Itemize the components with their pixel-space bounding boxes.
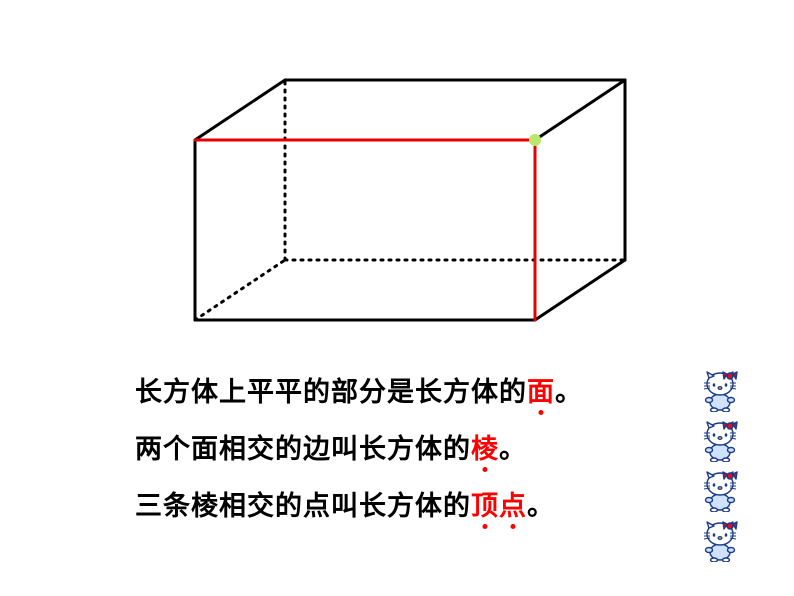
emphasis-dot bbox=[483, 467, 488, 472]
cuboid-edge bbox=[195, 80, 285, 140]
caption-keyword: 顶点 bbox=[471, 484, 527, 523]
keyword-char: 面 bbox=[527, 370, 555, 409]
caption-prefix: 长方体上平平的部分是长方体的 bbox=[135, 377, 527, 407]
caption-text: 长方体上平平的部分是长方体的面。 bbox=[135, 370, 583, 409]
caption-line-3: 三条棱相交的点叫长方体的顶点。 bbox=[135, 484, 695, 523]
caption-text: 三条棱相交的点叫长方体的顶点。 bbox=[135, 484, 555, 523]
emphasis-dot bbox=[511, 524, 516, 529]
stage: 长方体上平平的部分是长方体的面。两个面相交的边叫长方体的棱。三条棱相交的点叫长方… bbox=[0, 0, 794, 596]
kitty-icon bbox=[700, 520, 740, 562]
cuboid-diagram bbox=[175, 60, 635, 345]
caption-text: 两个面相交的边叫长方体的棱。 bbox=[135, 427, 527, 466]
cuboid-vertex-dot bbox=[529, 134, 541, 146]
caption-suffix: 。 bbox=[499, 434, 527, 464]
caption-prefix: 三条棱相交的点叫长方体的 bbox=[135, 491, 471, 521]
caption-prefix: 两个面相交的边叫长方体的 bbox=[135, 434, 471, 464]
caption-line-2: 两个面相交的边叫长方体的棱。 bbox=[135, 427, 695, 466]
caption-line-1: 长方体上平平的部分是长方体的面。 bbox=[135, 370, 695, 409]
caption-suffix: 。 bbox=[555, 377, 583, 407]
caption-keyword: 面 bbox=[527, 370, 555, 409]
cuboid-svg bbox=[175, 60, 635, 340]
kitty-icon bbox=[700, 470, 740, 512]
kitty-icon bbox=[700, 420, 740, 462]
kitty-icon bbox=[700, 370, 740, 412]
cuboid-edge bbox=[535, 80, 625, 140]
emphasis-dot bbox=[483, 524, 488, 529]
captions-block: 长方体上平平的部分是长方体的面。两个面相交的边叫长方体的棱。三条棱相交的点叫长方… bbox=[135, 370, 695, 541]
caption-keyword: 棱 bbox=[471, 427, 499, 466]
emphasis-dot bbox=[539, 410, 544, 415]
cuboid-edge bbox=[535, 260, 625, 320]
keyword-char: 棱 bbox=[471, 427, 499, 466]
cuboid-edge-hidden bbox=[195, 260, 285, 320]
keyword-char: 顶 bbox=[471, 484, 499, 523]
keyword-char: 点 bbox=[499, 484, 527, 523]
caption-suffix: 。 bbox=[527, 491, 555, 521]
